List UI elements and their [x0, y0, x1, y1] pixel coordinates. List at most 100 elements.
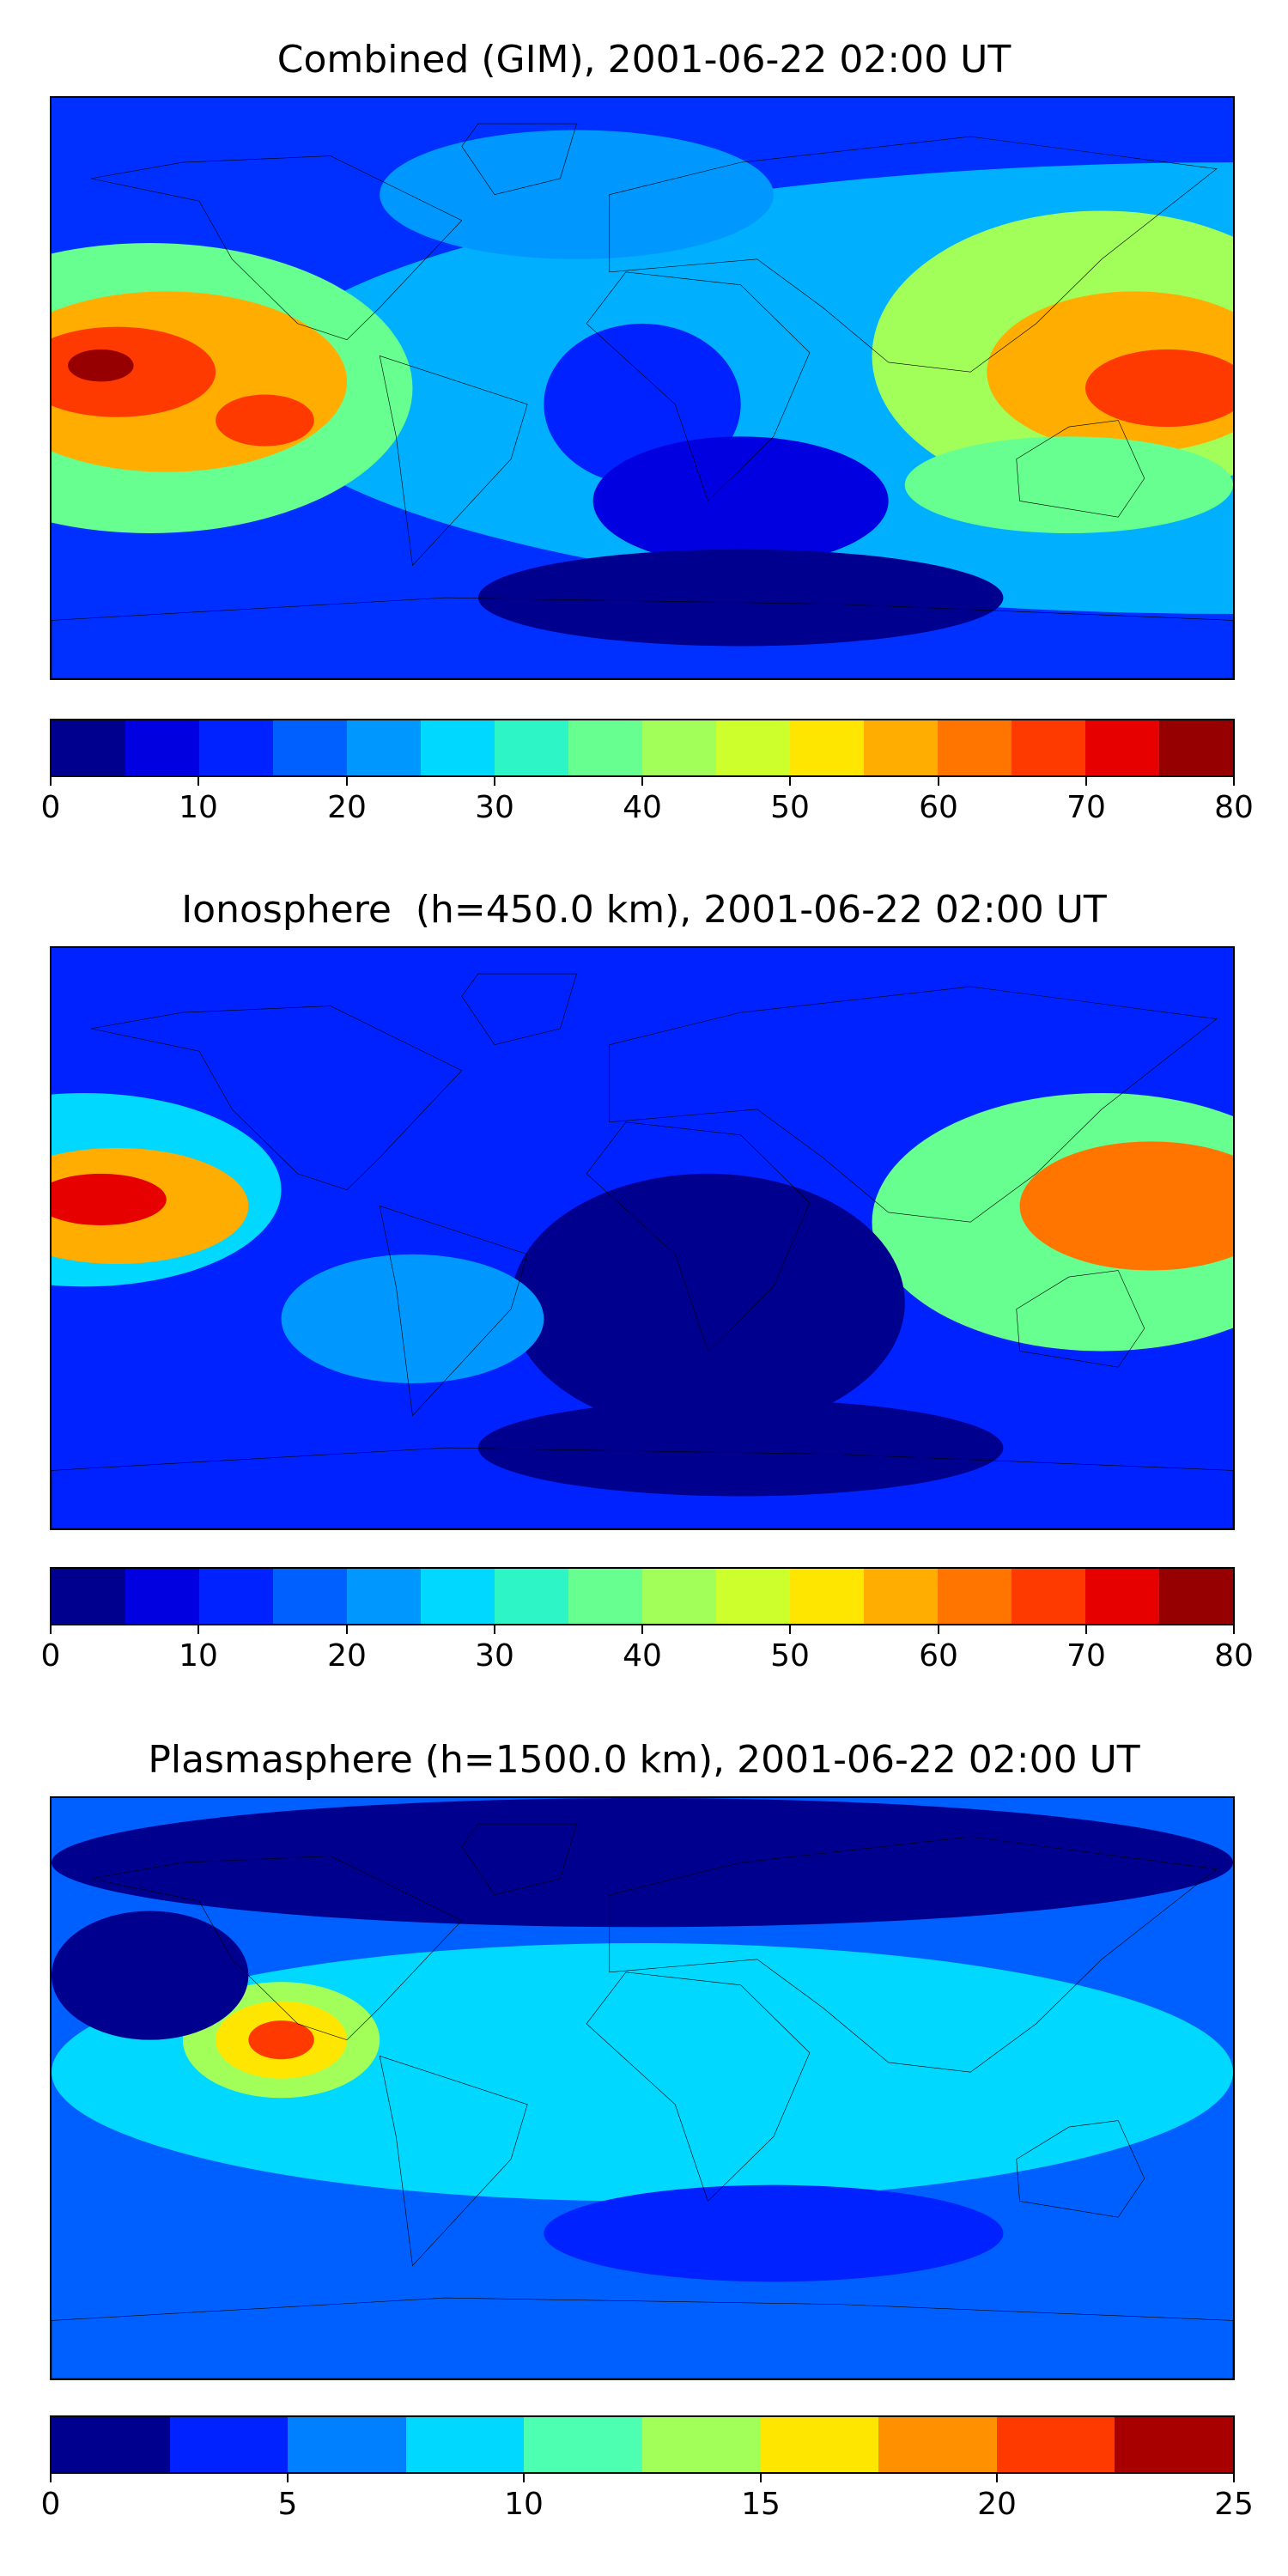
- colorbar-segment-8: [642, 720, 716, 775]
- colorbar-segment-7: [568, 1569, 642, 1624]
- coastline-north-america: [91, 1006, 462, 1190]
- colorbar-segment-9: [716, 720, 790, 775]
- field-contour-5: [511, 1173, 905, 1432]
- colorbar-tick: [197, 1625, 199, 1634]
- colorbar-segment-2: [199, 1569, 273, 1624]
- colorbar-ionosphere: [50, 1567, 1235, 1625]
- coastline-south-america: [380, 355, 527, 565]
- coastline-eurasia: [610, 987, 1217, 1222]
- colorbar-tick-label: 0: [40, 1638, 61, 1674]
- map-svg-ionosphere: [52, 948, 1233, 1528]
- colorbar-segment-6: [760, 2417, 879, 2472]
- map-combined: [50, 96, 1235, 680]
- colorbar-segment-0: [52, 2417, 170, 2472]
- colorbar-tick-label: 40: [623, 1638, 662, 1674]
- colorbar-segment-5: [421, 1569, 495, 1624]
- colorbar-segment-3: [405, 2417, 525, 2472]
- colorbar-tick-label: 60: [919, 790, 958, 825]
- colorbar-segment-9: [716, 1569, 790, 1624]
- map-svg-combined: [52, 98, 1233, 678]
- colorbar-segment-7: [568, 720, 642, 775]
- coastline-australia: [1017, 1271, 1145, 1368]
- colorbar-tick-label: 80: [1214, 790, 1254, 825]
- colorbar-tick: [760, 2474, 762, 2482]
- colorbar-tick: [287, 2474, 289, 2482]
- colorbar-segment-1: [125, 1569, 199, 1624]
- coastline-eurasia: [610, 137, 1217, 372]
- colorbar-segment-3: [273, 720, 347, 775]
- field-contour-4: [68, 349, 134, 382]
- field-contour-8: [1085, 349, 1233, 428]
- colorbar-tick: [938, 777, 939, 786]
- colorbar-segment-4: [347, 1569, 421, 1624]
- coastline-africa: [586, 272, 810, 501]
- colorbar-segment-13: [1012, 1569, 1085, 1624]
- field-contour-7: [477, 1399, 1004, 1497]
- colorbar-segment-8: [996, 2417, 1115, 2472]
- coastline-greenland: [462, 974, 577, 1045]
- coastline-north-america: [91, 1856, 462, 2040]
- colorbar-combined: [50, 719, 1235, 777]
- colorbar-segment-15: [1159, 720, 1233, 775]
- coastline-south-america: [380, 2056, 527, 2265]
- field-contour-12: [380, 130, 774, 259]
- colorbar-segment-10: [790, 720, 864, 775]
- colorbar-segment-4: [524, 2417, 642, 2472]
- coastline-antarctica: [52, 1448, 1233, 1528]
- colorbar-tick: [1233, 1625, 1235, 1634]
- field-contour-10: [592, 436, 889, 566]
- colorbar-segment-8: [642, 1569, 716, 1624]
- colorbar-plasmasphere: [50, 2415, 1235, 2474]
- colorbar-tick: [1085, 777, 1087, 786]
- coastline-antarctica: [52, 598, 1233, 678]
- colorbar-tick-label: 40: [623, 790, 662, 825]
- colorbar-tick-label: 0: [40, 790, 61, 825]
- field-contour-4: [1019, 1141, 1233, 1271]
- colorbar-tick-label: 10: [179, 790, 218, 825]
- colorbar-segment-6: [495, 1569, 568, 1624]
- map-svg-plasmasphere: [52, 1798, 1233, 2379]
- colorbar-segment-5: [641, 2417, 761, 2472]
- coastline-north-america: [91, 156, 462, 340]
- colorbar-segment-1: [125, 720, 199, 775]
- colorbar-tick: [641, 777, 643, 786]
- colorbar-tick-label: 25: [1214, 2487, 1254, 2522]
- coastline-eurasia: [610, 1837, 1217, 2072]
- colorbar-tick: [197, 777, 199, 786]
- colorbar-tick: [789, 777, 791, 786]
- colorbar-segment-14: [1085, 720, 1159, 775]
- colorbar-ticks-plasmasphere: 0 5 10 15 20 25: [41, 2474, 1254, 2525]
- colorbar-segment-1: [169, 2417, 289, 2472]
- colorbar-tick: [50, 1625, 52, 1634]
- colorbar-tick-label: 20: [977, 2487, 1017, 2522]
- colorbar-tick: [1085, 1625, 1087, 1634]
- panel-title-plasmasphere: Plasmasphere (h=1500.0 km), 2001-06-22 0…: [148, 1738, 1140, 1782]
- colorbar-segment-3: [273, 1569, 347, 1624]
- field-contour-4: [52, 1798, 1233, 1928]
- colorbar-segment-12: [938, 720, 1012, 775]
- coastline-antarctica: [52, 2298, 1233, 2379]
- colorbar-tick-label: 50: [770, 1638, 810, 1674]
- colorbar-ticks-ionosphere: 0 10 20 30 40 50 60 70 80: [41, 1625, 1254, 1677]
- map-ionosphere: [50, 946, 1235, 1530]
- colorbar-tick: [50, 2474, 52, 2482]
- colorbar-segment-11: [864, 720, 938, 775]
- colorbar-tick-label: 5: [277, 2487, 298, 2522]
- colorbar-segment-5: [421, 720, 495, 775]
- colorbar-tick-label: 10: [504, 2487, 544, 2522]
- colorbar-tick: [494, 1625, 495, 1634]
- colorbar-segment-7: [878, 2417, 997, 2472]
- coastline-south-america: [380, 1206, 527, 1415]
- colorbar-segment-13: [1012, 720, 1085, 775]
- colorbar-tick: [641, 1625, 643, 1634]
- colorbar-segment-0: [52, 720, 125, 775]
- field-contour-2: [52, 1173, 167, 1225]
- colorbar-segment-2: [288, 2417, 406, 2472]
- field-contour-3: [248, 2020, 314, 2060]
- coastline-africa: [586, 1972, 810, 2202]
- colorbar-segment-10: [790, 1569, 864, 1624]
- colorbar-tick-label: 70: [1066, 1638, 1106, 1674]
- field-contour-5: [544, 2184, 1004, 2282]
- panel-title-ionosphere: Ionosphere (h=450.0 km), 2001-06-22 02:0…: [181, 888, 1107, 932]
- colorbar-tick: [346, 1625, 348, 1634]
